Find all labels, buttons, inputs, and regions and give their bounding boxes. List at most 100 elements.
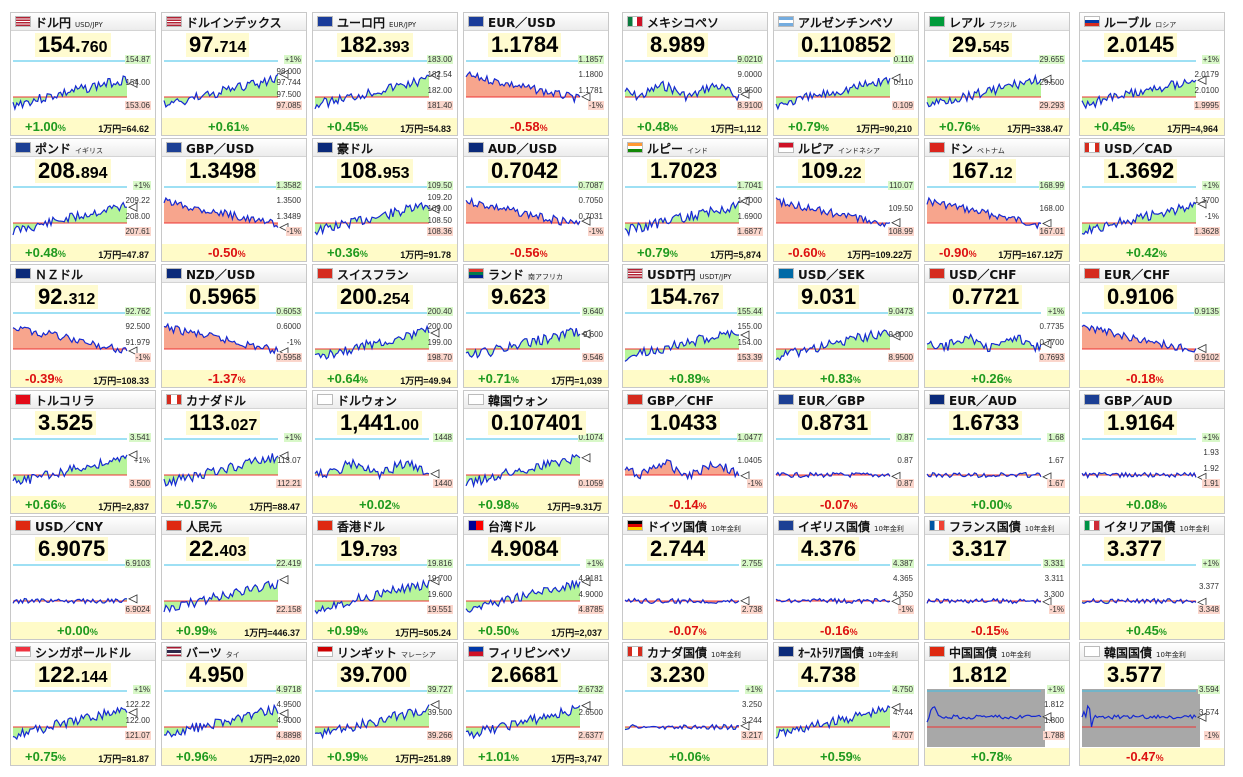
price-series-line <box>314 578 430 615</box>
flag-ar-icon <box>778 16 794 27</box>
market-panel[interactable]: GBP／AUD +1% 1.93 1.92 1.91 1.9164 +0.08% <box>1079 390 1225 514</box>
change-value: +0.75 <box>25 749 58 764</box>
panel-header: USD／CHF <box>925 265 1069 283</box>
market-panel[interactable]: レアル ブラジル 29.655 29.500 29.293 29.545 +0.76% 1万円… <box>924 12 1070 136</box>
market-panel[interactable]: 豪ドル 109.50 109.20 109.00 108.50 108.36 108.953… <box>312 138 458 262</box>
per-10000-yen: 1万円=2,837 <box>98 502 149 512</box>
axis-tick-label: 29.293 <box>1038 101 1065 110</box>
panel-footer: -0.58% <box>464 118 608 135</box>
market-panel[interactable]: 中国国債 10年金利 +1% 1.812 1.800 1.788 1.812 +0.78% <box>924 642 1070 766</box>
flag-sg-icon <box>15 646 31 657</box>
market-panel[interactable]: イギリス国債 10年金利 4.387 4.365 4.350 -1% 4.376 -0.16% <box>773 516 919 640</box>
market-panel[interactable]: ランド 南アフリカ 9.640 9.600 9.546 9.623 +0.71% 1万円=1,… <box>463 264 609 388</box>
instrument-subtitle: 10年金利 <box>1024 525 1055 533</box>
market-panel[interactable]: GBP／CHF 1.0477 1.0405 -1% 1.0433 -0.14% <box>622 390 768 514</box>
market-panel[interactable]: USD／CNY 6.9103 6.9024 6.9075 +0.00% <box>10 516 156 640</box>
flag-kr-icon <box>317 394 333 405</box>
market-panel[interactable]: ドイツ国債 10年金利 2.755 2.738 2.744 -0.07% <box>622 516 768 640</box>
flag-hk-icon <box>317 520 333 531</box>
market-panel[interactable]: EUR／USD 1.1857 1.1800 1.1781 -1% 1.1784 -0.58% <box>463 12 609 136</box>
price-chart <box>775 60 901 111</box>
market-panel[interactable]: ＮＺドル 92.762 92.500 91.979 -1% 92.312 -0.39% 1万円… <box>10 264 156 388</box>
market-panel[interactable]: ドン ベトナム 168.99 168.00 167.01 167.12 -0.90% 1万円=… <box>924 138 1070 262</box>
market-panel[interactable]: ユーロ円 EUR/JPY 183.00 182.54 182.00 181.40 182.3… <box>312 12 458 136</box>
market-panel[interactable]: 韓国国債 10年金利 3.594 3.574 -1% 3.577 -0.47% <box>1079 642 1225 766</box>
price-fraction: 403 <box>219 543 247 560</box>
market-panel[interactable]: ルピア インドネシア 110.07 109.50 108.99 109.22 -0.60% 1… <box>773 138 919 262</box>
market-panel[interactable]: EUR／AUD 1.68 1.67 1.67 1.6733 +0.00% <box>924 390 1070 514</box>
market-panel[interactable]: AUD／USD 0.7087 0.7050 0.7031 -1% 0.7042 -0.56% <box>463 138 609 262</box>
market-panel[interactable]: ドルウォン 1448 1440 1,441.00 +0.02% <box>312 390 458 514</box>
per-10000-yen: 1万円=90,210 <box>856 124 912 134</box>
change-value: +0.48 <box>25 245 58 260</box>
market-panel[interactable]: アルゼンチンペソ 0.110 0.110 0.109 0.110852 +0.79% 1万円… <box>773 12 919 136</box>
market-panel[interactable]: フランス国債 10年金利 3.331 3.311 3.300 -1% 3.317 -0.15% <box>924 516 1070 640</box>
panel-header: カナダ国債 10年金利 <box>623 643 767 661</box>
market-panel[interactable]: ドルインデックス +1% 98.000 97.744 97.500 97.085 97.71… <box>161 12 307 136</box>
market-panel[interactable]: トルコリラ 3.541 +1% 3.500 3.525 +0.66% 1万円=2,837 <box>10 390 156 514</box>
market-panel[interactable]: 香港ドル 19.816 19.700 19.600 19.551 19.793 +0.99%… <box>312 516 458 640</box>
instrument-name: トルコリラ <box>35 394 95 408</box>
chart-fill-area <box>164 579 278 612</box>
axis-tick-label: 9.640 <box>581 307 604 316</box>
current-price: 29.545 <box>949 33 1013 57</box>
market-panel[interactable]: NZD／USD 0.6053 0.6000 -1% 0.5958 0.5965 -1.37% <box>161 264 307 388</box>
market-panel[interactable]: ポンド イギリス +1% 209.22 208.00 207.61 208.894 +0.48… <box>10 138 156 262</box>
price-fraction: 027 <box>230 417 258 434</box>
price-chart <box>314 312 440 360</box>
market-panel[interactable]: 韓国ウォン 0.1074 0.1059 0.107401 +0.98% 1万円=9.31万 <box>463 390 609 514</box>
market-panel[interactable]: 台湾ドル +1% 4.9181 4.9000 4.8785 4.9084 +0.50% 1万円… <box>463 516 609 640</box>
current-price: 0.5965 <box>186 285 260 309</box>
market-panel[interactable]: メキシコペソ 9.0210 9.0000 8.9500 8.9100 8.989 +0.48… <box>622 12 768 136</box>
instrument-name: ルピア インドネシア <box>798 142 881 156</box>
price-main: 0.7721 <box>952 284 1020 309</box>
percent-sign: % <box>208 501 217 511</box>
market-panel[interactable]: ルピー インド 1.7041 1.7000 1.6900 1.6877 1.7023 +0.7… <box>622 138 768 262</box>
axis-tick-label: 155.00 <box>737 322 762 331</box>
market-panel[interactable]: USD／SEK 9.0473 9.0000 8.9500 9.031 +0.83% <box>773 264 919 388</box>
panel-header: アルゼンチンペソ <box>774 13 918 31</box>
instrument-name: EUR／CHF <box>1104 268 1171 282</box>
instrument-name: シンガポールドル <box>35 646 132 660</box>
price-fraction: 793 <box>370 543 398 560</box>
market-panel[interactable]: イタリア国債 10年金利 +1% 3.377 3.348 3.377 +0.45% <box>1079 516 1225 640</box>
axis-tick-label: 153.06 <box>124 101 151 110</box>
market-panel[interactable]: GBP／USD 1.3582 1.3500 1.3489 -1% 1.3498 -0.50% <box>161 138 307 262</box>
axis-tick-label: 1.788 <box>1042 731 1065 740</box>
axis-tick-label: 4.9181 <box>578 574 603 583</box>
instrument-name: USD／CNY <box>35 520 103 534</box>
change-value: +0.76 <box>939 119 972 134</box>
market-panel[interactable]: バーツ タイ 4.9718 4.9500 4.9000 4.8898 4.950 +0.96%… <box>161 642 307 766</box>
axis-tick-label: 108.50 <box>427 216 452 225</box>
current-price: 6.9075 <box>35 537 109 561</box>
flag-cn-icon <box>166 520 182 531</box>
axis-tick-label: 1.67 <box>1048 456 1064 465</box>
market-panel[interactable]: スイスフラン 200.40 200.00 199.00 198.70 200.254 +0.… <box>312 264 458 388</box>
axis-tick-label: 1.67 <box>1047 479 1065 488</box>
price-main: 92. <box>38 284 69 309</box>
percent-sign: % <box>359 375 368 385</box>
axis-tick-label: -1% <box>285 227 302 236</box>
market-panel[interactable]: リンギット マレーシア 39.727 39.500 39.266 39.700 +0.99%… <box>312 642 458 766</box>
flag-gb-icon <box>1084 394 1100 405</box>
axis-tick-label: 8.9100 <box>736 101 763 110</box>
market-panel[interactable]: 人民元 22.419 22.158 22.403 +0.99% 1万円=446.37 <box>161 516 307 640</box>
market-panel[interactable]: フィリピンペソ 2.6732 2.6500 2.6377 2.6681 +1.01% 1万円… <box>463 642 609 766</box>
price-series-line <box>163 196 279 228</box>
market-panel[interactable]: USDT円 USDT/JPY 155.44 155.00 154.00 153.39 154… <box>622 264 768 388</box>
market-panel[interactable]: カナダ国債 10年金利 +1% 3.250 3.244 3.217 3.230 +0.06% <box>622 642 768 766</box>
market-panel[interactable]: ルーブル ロシア +1% 2.0179 2.0100 1.9995 2.0145 +0.45%… <box>1079 12 1225 136</box>
flag-my-icon <box>317 646 333 657</box>
market-panel[interactable]: シンガポールドル +1% 122.22 122.00 121.07 122.144 +0.7… <box>10 642 156 766</box>
market-panel[interactable]: EUR／CHF 0.9135 0.9102 0.9106 -0.18% <box>1079 264 1225 388</box>
change-percent: -0.58% <box>510 119 548 134</box>
market-panel[interactable]: USD／CAD +1% 1.3700 -1% 1.3628 1.3692 +0.42% <box>1079 138 1225 262</box>
price-main: 22. <box>189 536 220 561</box>
market-panel[interactable]: カナダドル +1% 113.07 112.21 113.027 +0.57% 1万円=88.… <box>161 390 307 514</box>
market-panel[interactable]: ｵｰｽﾄﾗﾘｱ国債 10年金利 4.750 4.744 4.707 4.738 +0.59% <box>773 642 919 766</box>
instrument-name: ドルインデックス <box>186 16 282 30</box>
instrument-name: ルーブル ロシア <box>1104 16 1177 30</box>
market-panel[interactable]: USD／CHF +1% 0.7735 0.7700 0.7693 0.7721 +0.26% <box>924 264 1070 388</box>
market-panel[interactable]: ドル円 USD/JPY 154.87 154.00 153.06 154.760 +1.00… <box>10 12 156 136</box>
market-panel[interactable]: EUR／GBP 0.87 0.87 0.87 0.8731 -0.07% <box>773 390 919 514</box>
